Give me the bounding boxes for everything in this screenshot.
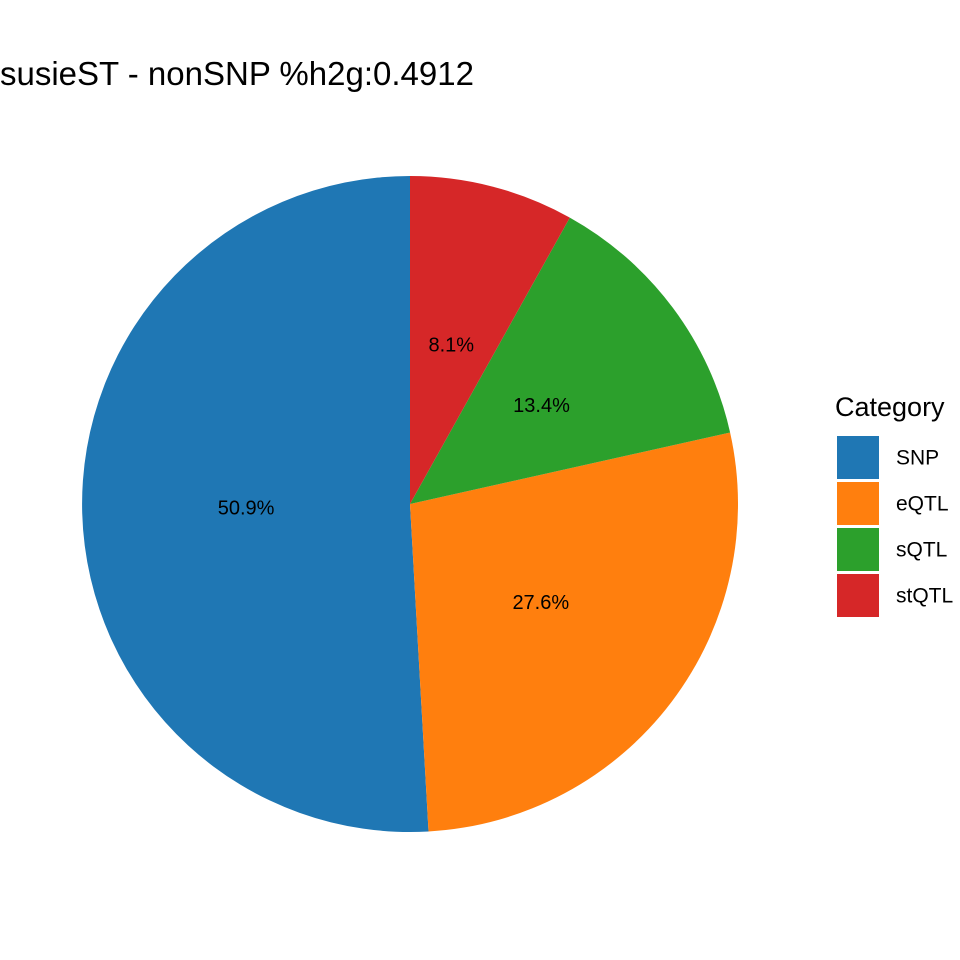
- pie-slice-eqtl: [410, 432, 739, 832]
- legend: Category SNP eQTL sQTL stQTL: [835, 392, 953, 617]
- slice-label-snp: 50.9%: [218, 498, 275, 520]
- pie-slices: [82, 176, 739, 832]
- slice-labels: 50.9% 27.6% 13.4% 8.1%: [218, 334, 570, 614]
- legend-key-sqtl: [837, 528, 879, 571]
- legend-label-stqtl: stQTL: [896, 585, 953, 608]
- pie-slice-stqtl: [410, 176, 570, 504]
- legend-label-sqtl: sQTL: [896, 539, 947, 562]
- slice-label-eqtl: 27.6%: [512, 592, 569, 614]
- legend-label-snp: SNP: [896, 447, 939, 470]
- legend-key-eqtl: [837, 482, 879, 525]
- legend-key-stqtl: [837, 574, 879, 617]
- legend-key-snp: [837, 436, 879, 479]
- pie-slice-snp: [82, 176, 429, 832]
- pie-slice-sqtl: [410, 217, 731, 504]
- legend-label-eqtl: eQTL: [896, 493, 949, 516]
- chart-title: susieST - nonSNP %h2g:0.4912: [0, 55, 474, 92]
- slice-label-sqtl: 13.4%: [513, 395, 570, 417]
- legend-title: Category: [835, 392, 945, 422]
- slice-label-stqtl: 8.1%: [429, 334, 475, 356]
